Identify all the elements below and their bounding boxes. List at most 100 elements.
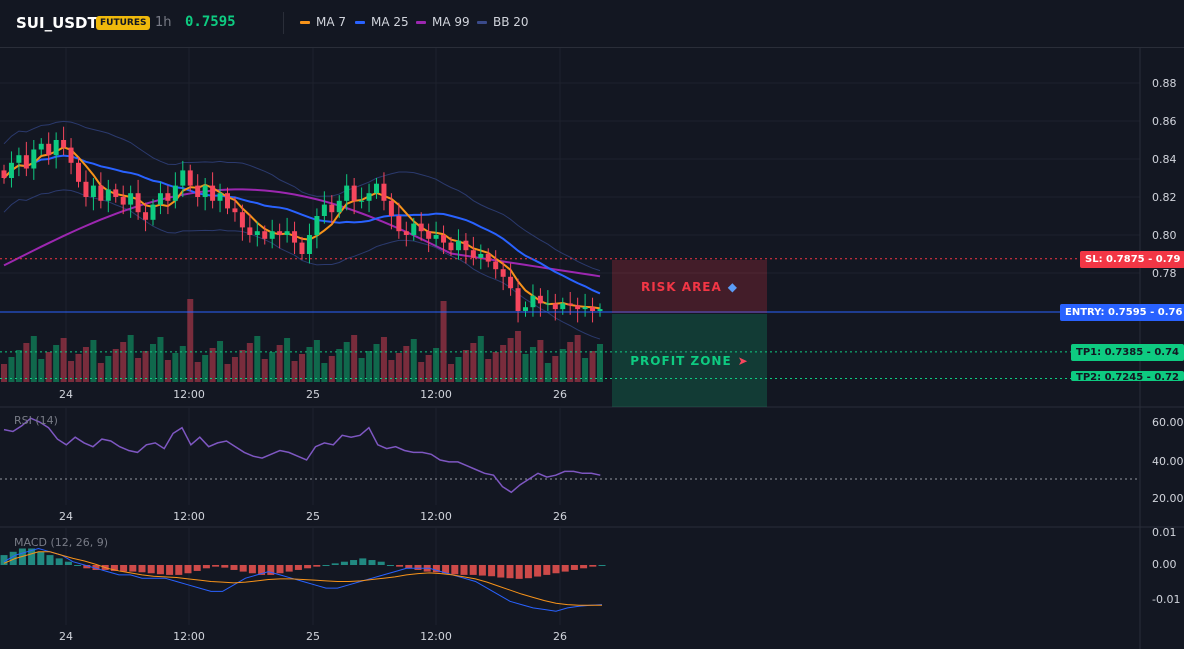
macd-histogram-bar	[138, 565, 146, 573]
macd-histogram-bar	[212, 565, 220, 567]
chart-header: SUI_USDT FUTURES 1h 0.7595 MA 7 MA 25 MA…	[0, 0, 1184, 48]
macd-histogram-bar	[534, 565, 542, 577]
tp2-tag[interactable]: TP2: 0.7245 - 0.72	[1071, 371, 1184, 381]
candle-body	[83, 181, 89, 197]
macd-histogram-bar	[570, 565, 578, 570]
volume-bar	[105, 356, 112, 382]
macd-histogram-bar	[396, 565, 404, 567]
candle-body	[329, 204, 335, 213]
macd-histogram-bar	[147, 565, 155, 574]
candle-body	[485, 254, 491, 262]
time-tick: 24	[59, 388, 73, 401]
candle-body	[433, 235, 439, 239]
candle-body	[321, 204, 327, 216]
macd-histogram-bar	[230, 565, 238, 570]
macd-histogram-bar	[460, 565, 468, 575]
macd-histogram-bar	[414, 565, 422, 570]
candle-body	[165, 193, 171, 201]
volume-bar	[194, 362, 201, 382]
macd-histogram-bar	[322, 565, 330, 566]
entry-label: ENTRY: 0.7595	[1065, 307, 1147, 318]
macd-histogram-bar	[276, 565, 284, 574]
macd-histogram-bar	[156, 565, 164, 575]
candle-body	[217, 193, 223, 201]
volume-bar	[172, 353, 179, 382]
candle-body	[575, 305, 581, 310]
macd-histogram-bar	[524, 565, 532, 579]
time-tick: 26	[553, 510, 567, 523]
tp2-label: TP2: 0.7245	[1076, 372, 1144, 381]
legend-bb20[interactable]: BB 20	[477, 15, 529, 29]
candle-body	[262, 231, 268, 239]
volume-bar	[239, 350, 246, 382]
candle-body	[545, 303, 551, 305]
candle-body	[478, 254, 484, 258]
futures-badge: FUTURES	[96, 16, 151, 30]
sl-label: SL: 0.7875	[1085, 254, 1145, 265]
macd-histogram-bar	[0, 555, 8, 565]
volume-bar	[276, 345, 283, 382]
ma7-label: MA 7	[316, 15, 347, 29]
volume-bar	[209, 348, 216, 382]
macd-histogram-bar	[267, 565, 275, 575]
tp1-label: TP1: 0.7385	[1076, 347, 1144, 358]
candle-body	[53, 140, 59, 156]
volume-bar	[597, 344, 603, 382]
volume-bar	[574, 335, 581, 382]
macd-histogram-bar	[28, 548, 36, 565]
macd-histogram-bar	[331, 563, 339, 565]
volume-bar	[552, 356, 559, 382]
candle-body	[314, 216, 320, 235]
candle-body	[418, 223, 424, 232]
risk-area-label: RISK AREA	[640, 279, 722, 294]
macd-histogram-bar	[405, 565, 413, 569]
legend-ma25[interactable]: MA 25	[355, 15, 409, 29]
volume-bar	[150, 344, 156, 382]
candle-body	[98, 185, 104, 201]
macd-histogram-bar	[120, 565, 128, 572]
symbol-name[interactable]: SUI_USDT	[16, 14, 98, 32]
sl-tag[interactable]: SL: 0.7875 - 0.79	[1080, 251, 1184, 268]
macd-histogram-bar	[359, 558, 367, 565]
volume-bar	[120, 342, 127, 382]
entry-tag[interactable]: ENTRY: 0.7595 - 0.76	[1060, 304, 1184, 321]
volume-bar	[82, 347, 89, 382]
volume-bar	[75, 354, 82, 382]
candle-body	[31, 149, 37, 169]
candle-body	[299, 242, 305, 254]
candle-body	[388, 200, 394, 216]
bb20-label: BB 20	[493, 15, 529, 29]
macd-histogram-bar	[598, 565, 606, 566]
candle-body	[441, 235, 447, 243]
volume-bar	[425, 355, 432, 382]
candle-body	[426, 231, 432, 239]
candle-body	[306, 235, 312, 254]
volume-bar	[343, 342, 350, 382]
macd-label[interactable]: MACD (12, 26, 9)	[14, 536, 109, 549]
tp1-tag[interactable]: TP1: 0.7385 - 0.74	[1071, 344, 1184, 361]
candle-body	[508, 276, 514, 289]
macd-histogram-bar	[451, 565, 459, 575]
legend-ma99[interactable]: MA 99	[416, 15, 470, 29]
candle-body	[359, 200, 365, 202]
candle-body	[195, 185, 201, 197]
volume-bar	[455, 357, 462, 382]
candle-body	[396, 216, 402, 232]
candle-body	[530, 295, 536, 308]
time-tick: 12:00	[420, 630, 452, 643]
legend-ma7[interactable]: MA 7	[300, 15, 346, 29]
volume-bar	[97, 363, 104, 382]
rsi-label[interactable]: RSI (14)	[14, 414, 58, 427]
time-tick: 12:00	[173, 510, 205, 523]
rsi-tick: 20.00	[1152, 492, 1184, 505]
volume-bar	[217, 341, 224, 382]
volume-bar	[507, 338, 514, 382]
timeframe-label[interactable]: 1h	[155, 15, 172, 30]
macd-tick: 0.00	[1152, 558, 1177, 571]
time-tick: 25	[306, 510, 320, 523]
profit-zone: PROFIT ZONE ➤	[612, 314, 767, 407]
candle-body	[537, 295, 543, 304]
macd-histogram-bar	[110, 565, 118, 571]
macd-histogram-bar	[313, 565, 321, 567]
